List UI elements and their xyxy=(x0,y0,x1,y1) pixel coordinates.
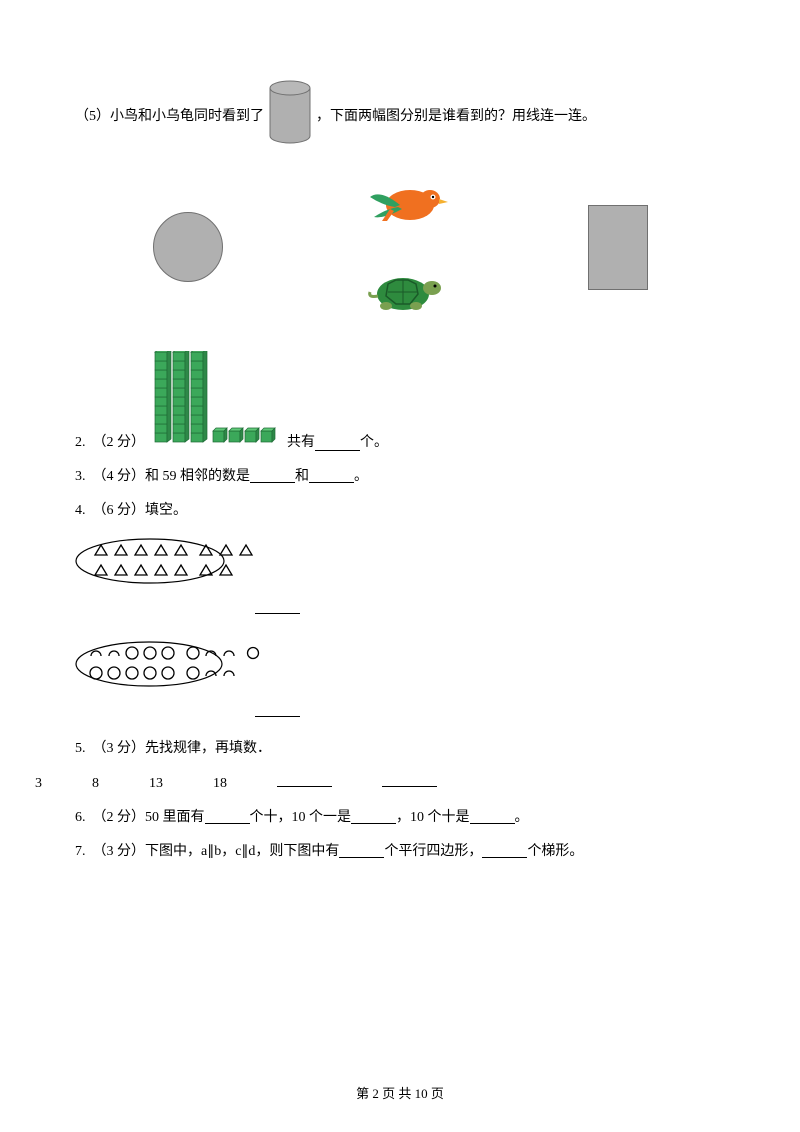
seq-3: 13 xyxy=(149,776,163,792)
q7-p2: 个平行四边形， xyxy=(384,840,482,860)
q7-suffix: 个梯形。 xyxy=(527,840,583,860)
q4-blank-2[interactable] xyxy=(255,701,300,717)
q4-prefix: 4. （6 分）填空。 xyxy=(75,499,187,519)
rect-shape xyxy=(588,205,648,290)
footer-p3: 页 xyxy=(428,1086,444,1101)
turtle-icon xyxy=(358,262,453,317)
q7-line: 7. （3 分）下图中，a∥b，c∥d，则下图中有 个平行四边形， 个梯形。 xyxy=(75,840,725,860)
q4-blank-row-1 xyxy=(255,598,725,614)
q5-text-before: （5）小鸟和小乌龟同时看到了 xyxy=(75,105,264,125)
footer-total: 10 xyxy=(415,1086,428,1101)
q6-p3: ，10 个十是 xyxy=(396,806,470,826)
q2-blank[interactable] xyxy=(315,435,360,451)
cylinder-icon xyxy=(268,80,312,149)
q2-prefix: 2. （2 分） xyxy=(75,431,145,451)
circle-shape xyxy=(153,212,223,282)
page-footer: 第 2 页 共 10 页 xyxy=(0,1083,800,1102)
q4-line: 4. （6 分）填空。 xyxy=(75,499,725,519)
q6-prefix: 6. （2 分）50 里面有 xyxy=(75,806,205,826)
sequence-row: 3 8 13 18 xyxy=(35,771,725,792)
q2-suffix: 个。 xyxy=(360,431,388,451)
q6-suffix: 。 xyxy=(515,806,529,826)
seq-1: 3 xyxy=(35,776,42,792)
q5-text-after: ，下面两幅图分别是谁看到的？用线连一连。 xyxy=(316,105,596,125)
circles-diagram xyxy=(75,640,725,693)
animals-column xyxy=(358,177,453,317)
matching-diagram xyxy=(75,157,725,337)
q6-blank-3[interactable] xyxy=(470,808,515,824)
q6-line: 6. （2 分）50 里面有 个十，10 个一是 ，10 个十是 。 xyxy=(75,806,725,826)
seq-blank-2[interactable] xyxy=(382,771,437,787)
q3-blank-2[interactable] xyxy=(309,467,354,483)
q5b-line: 5. （3 分）先找规律，再填数． xyxy=(75,737,725,757)
q7-blank-2[interactable] xyxy=(482,842,527,858)
q3-blank-1[interactable] xyxy=(250,467,295,483)
seq-2: 8 xyxy=(92,776,99,792)
q3-prefix: 3. （4 分）和 59 相邻的数是 xyxy=(75,465,250,485)
seq-4: 18 xyxy=(213,776,227,792)
q4-blank-1[interactable] xyxy=(255,598,300,614)
cubes-icon xyxy=(151,351,281,451)
footer-p2: 页 共 xyxy=(379,1086,415,1101)
q5b-prefix: 5. （3 分）先找规律，再填数． xyxy=(75,737,271,757)
q6-blank-1[interactable] xyxy=(205,808,250,824)
q2-line: 2. （2 分） xyxy=(75,351,725,451)
q7-prefix: 7. （3 分）下图中，a∥b，c∥d，则下图中有 xyxy=(75,840,339,860)
q3-mid: 和 xyxy=(295,465,309,485)
bird-icon xyxy=(360,177,450,232)
q7-blank-1[interactable] xyxy=(339,842,384,858)
footer-p1: 第 xyxy=(356,1086,372,1101)
q6-p2: 个十，10 个一是 xyxy=(250,806,352,826)
q2-mid: 共有 xyxy=(287,431,315,451)
q6-blank-2[interactable] xyxy=(351,808,396,824)
q3-line: 3. （4 分）和 59 相邻的数是 和 。 xyxy=(75,465,725,485)
q3-suffix: 。 xyxy=(354,465,368,485)
triangles-diagram xyxy=(75,537,725,590)
q5-line: （5）小鸟和小乌龟同时看到了 ，下面两幅图分别是谁看到的？用线连一连。 xyxy=(75,80,725,149)
seq-blank-1[interactable] xyxy=(277,771,332,787)
q4-blank-row-2 xyxy=(255,701,725,717)
